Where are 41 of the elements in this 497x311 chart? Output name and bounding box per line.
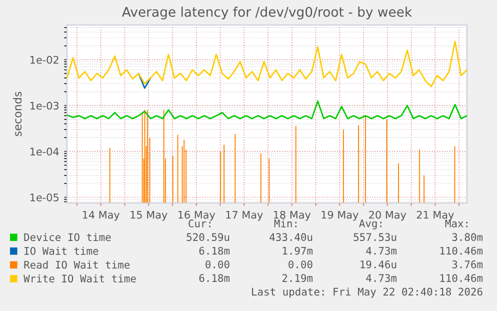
- text: 110.46m: [440, 274, 483, 282]
- text: Last update: Fri May 22 02:40:18 2026: [252, 288, 482, 298]
- text: 4.73m: [366, 246, 397, 255]
- text: 3.76m: [452, 260, 483, 268]
- y-tick-label: 1e-02: [30, 56, 58, 64]
- text: 2.19m: [282, 274, 313, 282]
- text: 433.40u: [270, 233, 312, 242]
- x-tick-label: 15 May: [130, 210, 168, 221]
- text: Avg:: [359, 220, 382, 230]
- line-series: [67, 100, 467, 120]
- x-tick-label: 21 May: [416, 210, 454, 221]
- x-tick-label: 17 May: [226, 210, 263, 221]
- legend-label: IO Wait time: [24, 246, 98, 255]
- legend-label: Read IO Wait time: [24, 260, 130, 269]
- x-tick-label: 18 May: [274, 210, 311, 221]
- legend-label: Write IO Wait time: [24, 274, 136, 282]
- text: Cur:: [188, 220, 210, 228]
- text: 0.00: [206, 260, 230, 268]
- text: 520.59u: [186, 233, 230, 242]
- text: 6.18m: [199, 246, 230, 255]
- y-tick-label: 1e-04: [30, 148, 59, 156]
- text: 557.53u: [354, 233, 396, 242]
- x-tick-label: 14 May: [82, 210, 120, 221]
- chart-title: Average latency for /dev/vg0/root - by week: [122, 6, 412, 20]
- text: 19.46u: [360, 260, 396, 268]
- x-tick-label: 19 May: [322, 210, 358, 221]
- legend-label: Device IO time: [24, 233, 111, 242]
- x-tick-label: 20 May: [369, 210, 406, 221]
- text: 110.46m: [440, 246, 483, 255]
- text: 1.97m: [282, 246, 313, 255]
- y-axis-title: seconds: [13, 92, 22, 136]
- x-tick-label: 16 May: [178, 210, 216, 221]
- text: 6.18m: [199, 274, 230, 282]
- text: Min:: [274, 219, 296, 228]
- line-series: [67, 40, 467, 88]
- y-tick-label: 1e-03: [30, 102, 59, 110]
- y-tick-label: 1e-05: [30, 193, 58, 202]
- text: 4.73m: [366, 274, 397, 282]
- text: 3.80m: [452, 233, 483, 242]
- text: Max:: [445, 220, 468, 228]
- text: 0.00: [288, 260, 312, 268]
